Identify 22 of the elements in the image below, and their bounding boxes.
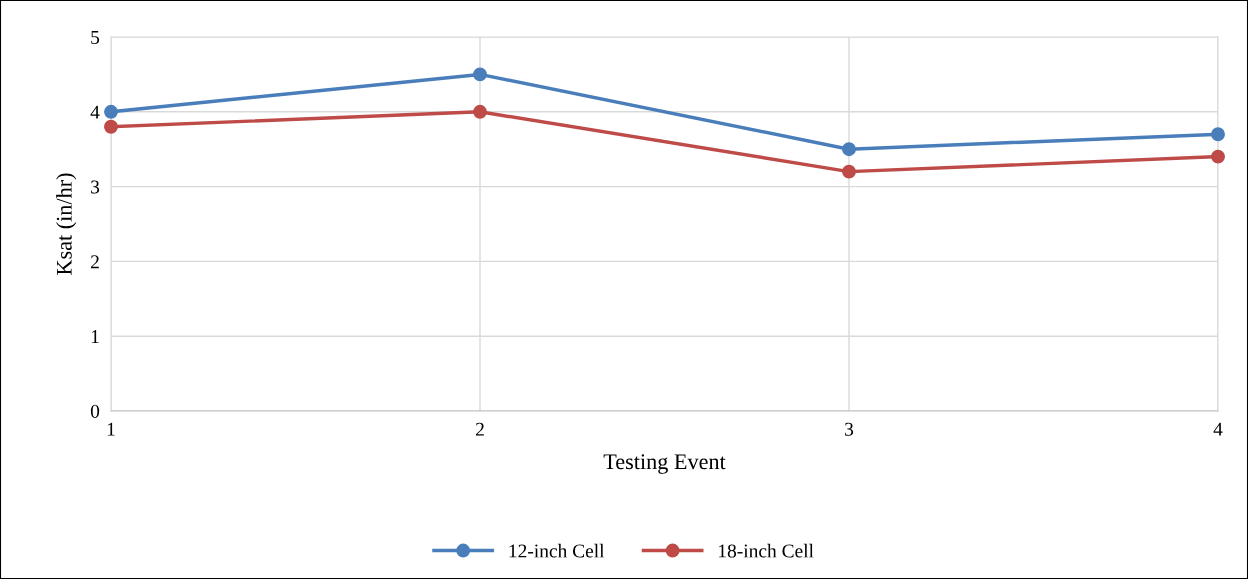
legend-label: 12-inch Cell — [509, 543, 605, 558]
y-tick-label: 1 — [91, 330, 99, 343]
point — [104, 104, 118, 119]
x-tick-label: 3 — [845, 422, 854, 436]
point — [104, 119, 118, 134]
y-tick-label: 0 — [90, 404, 100, 418]
point — [473, 104, 487, 119]
x-axis-title: Testing Event — [603, 454, 726, 474]
point — [842, 142, 856, 157]
y-tick-label: 3 — [91, 180, 100, 194]
x-tick-label: 2 — [475, 422, 484, 436]
y-tick-label: 5 — [91, 31, 100, 44]
x-tick-label: 4 — [1213, 422, 1223, 436]
point — [1211, 127, 1225, 142]
point — [473, 67, 487, 82]
y-axis-title: Ksat (in/hr) — [56, 173, 77, 275]
legend-label: 18-inch Cell — [719, 543, 814, 558]
y-tick-label: 2 — [91, 255, 99, 269]
point — [1211, 149, 1225, 164]
x-tick-label: 1 — [107, 422, 115, 436]
y-tick-label: 4 — [90, 105, 100, 119]
point — [842, 164, 856, 179]
